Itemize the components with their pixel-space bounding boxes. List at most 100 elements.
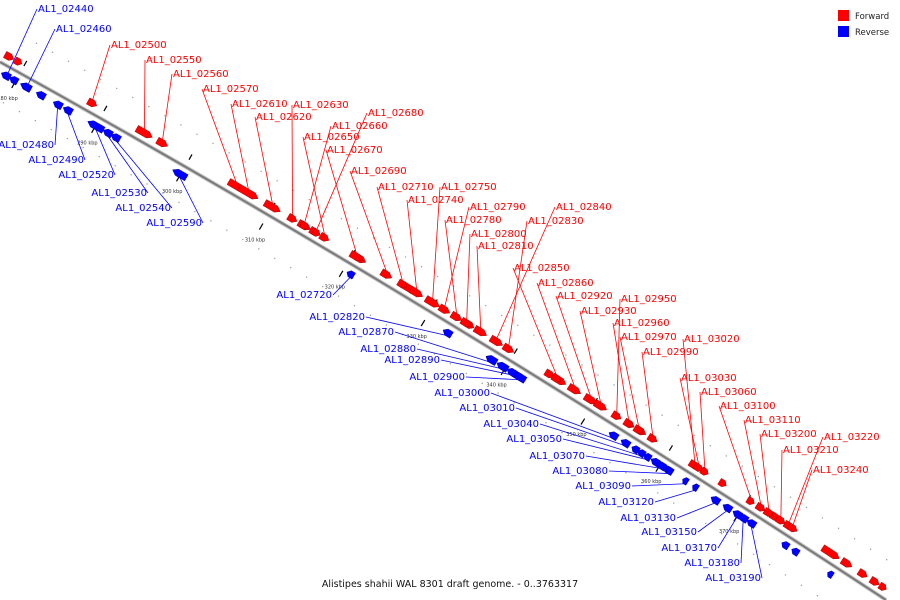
label-connector — [654, 489, 696, 503]
track-dot — [625, 472, 627, 474]
track-dot — [736, 543, 739, 545]
gene-AL1_02540 — [110, 133, 122, 143]
track-dot — [260, 170, 262, 173]
track-dot — [228, 152, 230, 154]
track-dot — [34, 119, 37, 122]
gene-label: AL1_03220 — [824, 432, 880, 443]
track-dot — [164, 115, 166, 117]
track-dot — [641, 482, 643, 484]
track-dot — [513, 402, 515, 404]
gene-label: AL1_02860 — [538, 278, 594, 289]
label-connector — [349, 170, 388, 273]
track-dot — [784, 574, 787, 576]
gene-AL1_02900 — [513, 372, 528, 384]
gene-AL1_02550 — [134, 125, 153, 139]
track-dot — [609, 461, 611, 464]
kbp-tick-label: 290 kbp — [77, 141, 97, 147]
label-connector — [699, 391, 706, 469]
track-dot — [768, 563, 771, 566]
gene-label: AL1_02560 — [173, 69, 229, 80]
gene-label: AL1_02990 — [643, 347, 699, 358]
track-dot — [773, 486, 776, 488]
gene-AL1_02970 — [632, 424, 644, 434]
label-connector — [304, 125, 332, 224]
gene-AL1_02800 — [459, 316, 473, 328]
gene-label: AL1_02530 — [91, 188, 147, 199]
gene-label: AL1_03050 — [506, 434, 562, 445]
track-dot — [305, 276, 308, 278]
gene-AL1_03000 — [608, 431, 620, 442]
gene-AL1_03110 — [754, 501, 766, 512]
track-dot — [388, 246, 391, 249]
gene-label: AL1_02970 — [621, 332, 677, 343]
gene-label: AL1_03240 — [813, 465, 869, 476]
track-dot — [162, 192, 164, 194]
track-dot — [258, 248, 260, 250]
label-connector — [254, 116, 273, 205]
kbp-tick — [23, 60, 28, 67]
gene-label: AL1_02620 — [256, 112, 312, 123]
gene-AL1_03100 — [745, 496, 755, 505]
track-dot — [837, 527, 840, 530]
gene-AL1_02560 — [155, 136, 168, 148]
gene-feature — [781, 541, 791, 551]
gene-AL1_03130 — [710, 496, 722, 506]
gene-feature — [839, 557, 853, 568]
track-dot — [720, 533, 723, 535]
label-connectors — [5, 8, 824, 579]
track-dot — [677, 424, 679, 427]
gene-labels: AL1_02500 AL1_02550 AL1_02560 AL1_02570 AL1_… — [0, 4, 880, 584]
gene-label: AL1_03110 — [745, 415, 801, 426]
gene-AL1_02830 — [501, 342, 515, 353]
track-dot — [757, 475, 760, 478]
track-dot — [853, 538, 856, 540]
gene-feature — [631, 445, 641, 455]
track-dot — [116, 87, 118, 90]
label-connector — [440, 359, 512, 376]
label-connector — [579, 310, 602, 404]
label-connector — [25, 28, 56, 90]
gene-AL1_02870 — [485, 355, 499, 366]
gene-AL1_03180 — [738, 514, 750, 524]
label-connector — [107, 135, 149, 194]
gene-label: AL1_02720 — [276, 290, 332, 301]
gene-label: AL1_03080 — [552, 466, 608, 477]
track-dot — [417, 343, 420, 345]
kbp-tick — [188, 154, 193, 160]
gene-AL1_02590 — [172, 169, 189, 182]
label-connector — [54, 107, 58, 146]
label-connector — [619, 336, 640, 428]
gene-label: AL1_03000 — [434, 388, 490, 399]
label-connector — [406, 199, 418, 290]
gene-AL1_02720 — [346, 270, 356, 280]
label-connector — [5, 8, 38, 79]
track-dot — [661, 414, 663, 416]
gene-label: AL1_03120 — [598, 497, 654, 508]
label-connector — [676, 502, 716, 519]
track-dot — [657, 492, 659, 494]
label-connector — [115, 139, 173, 209]
label-connector — [144, 59, 146, 130]
track-dot — [805, 506, 808, 509]
gene-AL1_02740 — [408, 286, 423, 298]
gene-AL1_02670 — [348, 250, 363, 262]
gene-AL1_02440 — [0, 71, 12, 82]
track-dot — [132, 96, 134, 99]
label-connector — [466, 233, 471, 321]
track-dot — [2, 102, 5, 104]
gene-AL1_02480 — [52, 100, 64, 111]
gene-label: AL1_03190 — [705, 573, 761, 584]
gene-label: AL1_03150 — [641, 527, 697, 538]
track-dot — [468, 295, 471, 297]
gene-AL1_02520 — [87, 120, 106, 134]
legend-forward-swatch — [838, 10, 849, 21]
label-connector — [512, 267, 558, 376]
label-connector — [67, 112, 86, 161]
legend: Forward Reverse — [838, 10, 889, 38]
track-dot — [51, 51, 54, 54]
track-dot — [533, 334, 535, 336]
track-dot — [545, 422, 547, 424]
gene-feature — [35, 91, 47, 101]
gene-AL1_02660 — [299, 220, 309, 230]
